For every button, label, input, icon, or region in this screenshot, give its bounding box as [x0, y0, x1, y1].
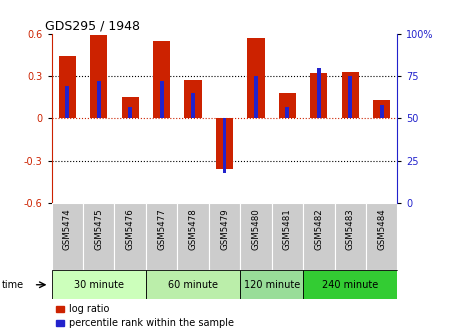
Bar	[348, 76, 352, 119]
Text: log ratio: log ratio	[69, 304, 109, 314]
Text: 60 minute: 60 minute	[168, 280, 218, 290]
Bar	[177, 203, 209, 270]
Bar	[272, 203, 303, 270]
Bar	[146, 203, 177, 270]
Bar	[303, 203, 335, 270]
Text: GSM5475: GSM5475	[94, 209, 103, 250]
Bar	[279, 93, 296, 119]
Bar	[52, 203, 83, 270]
Text: 120 minute: 120 minute	[243, 280, 300, 290]
Text: percentile rank within the sample: percentile rank within the sample	[69, 318, 233, 328]
Bar	[146, 270, 240, 299]
Text: GDS295 / 1948: GDS295 / 1948	[45, 19, 140, 33]
Bar	[216, 119, 233, 169]
Bar	[160, 81, 163, 119]
Bar	[153, 41, 170, 119]
Text: GSM5482: GSM5482	[314, 209, 323, 250]
Bar	[90, 35, 107, 119]
Bar	[303, 270, 397, 299]
Bar	[240, 203, 272, 270]
Text: time: time	[2, 280, 24, 290]
Text: GSM5479: GSM5479	[220, 209, 229, 250]
Text: 240 minute: 240 minute	[322, 280, 379, 290]
Bar	[66, 86, 69, 119]
Bar	[209, 203, 240, 270]
Bar	[52, 270, 146, 299]
Text: GSM5484: GSM5484	[377, 209, 386, 250]
Bar	[83, 203, 114, 270]
Text: GSM5483: GSM5483	[346, 209, 355, 250]
Bar	[335, 203, 366, 270]
Bar	[286, 107, 289, 119]
Bar	[240, 270, 303, 299]
Bar	[310, 73, 327, 119]
Text: GSM5477: GSM5477	[157, 209, 166, 250]
Bar	[317, 68, 321, 119]
Bar	[97, 81, 101, 119]
Text: GSM5476: GSM5476	[126, 209, 135, 250]
Text: GSM5480: GSM5480	[251, 209, 260, 250]
Bar	[59, 56, 76, 119]
Bar	[247, 38, 264, 119]
Text: 30 minute: 30 minute	[74, 280, 124, 290]
Bar	[380, 105, 383, 119]
Bar	[342, 72, 359, 119]
Bar	[128, 107, 132, 119]
Text: GSM5474: GSM5474	[63, 209, 72, 250]
Bar	[366, 203, 397, 270]
Bar	[191, 93, 195, 119]
Text: GSM5478: GSM5478	[189, 209, 198, 250]
Bar	[223, 119, 226, 173]
Bar	[185, 80, 202, 119]
Bar	[122, 97, 139, 119]
Bar	[114, 203, 146, 270]
Bar	[56, 320, 64, 326]
Text: GSM5481: GSM5481	[283, 209, 292, 250]
Bar	[56, 306, 64, 312]
Bar	[373, 100, 390, 119]
Bar	[254, 76, 258, 119]
